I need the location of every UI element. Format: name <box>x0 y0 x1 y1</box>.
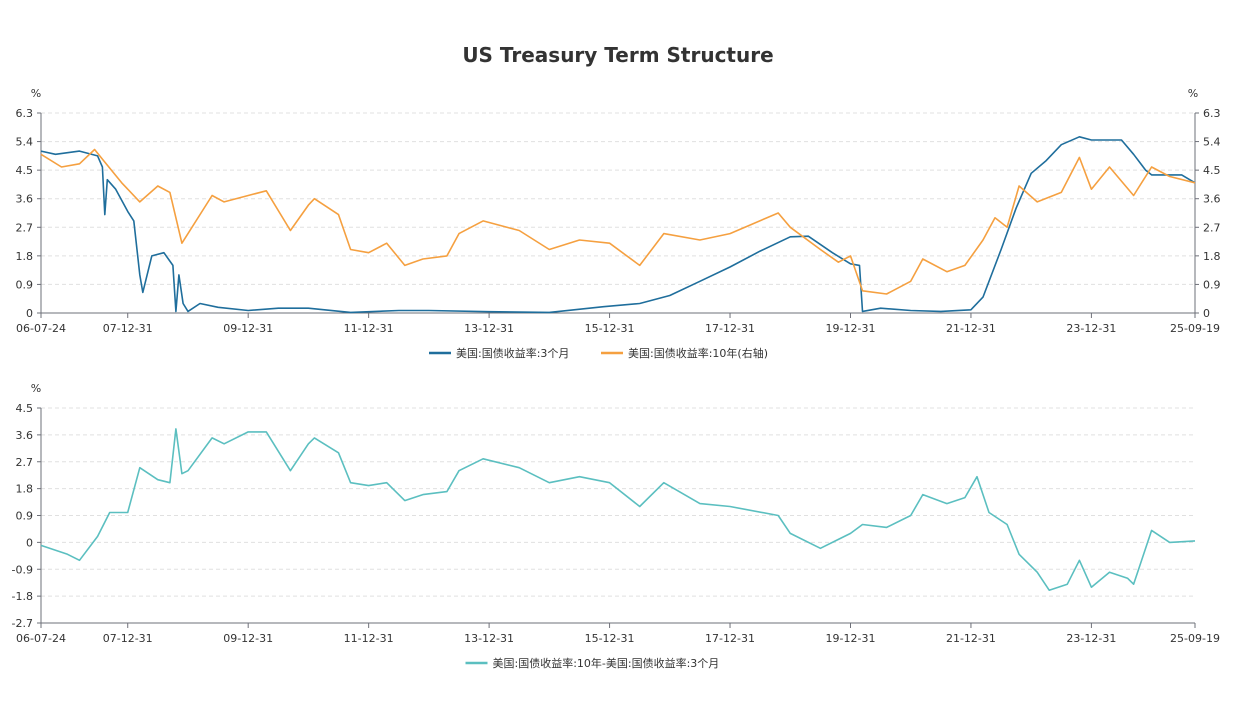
y-tick-label: 5.4 <box>16 136 34 149</box>
x-tick-label: 06-07-24 <box>16 322 66 335</box>
x-tick-label: 19-12-31 <box>826 632 876 645</box>
y-tick-label: 2.7 <box>16 221 34 234</box>
y-tick-label: 0.9 <box>16 510 34 523</box>
y-tick-label: 2.7 <box>16 456 34 469</box>
right-y-tick-label: 0 <box>1203 307 1210 320</box>
y-tick-label: -0.9 <box>12 563 33 576</box>
right-y-tick-label: 3.6 <box>1203 193 1221 206</box>
right-y-unit-label: % <box>1188 87 1198 100</box>
legend-label: 美国:国债收益率:10年-美国:国债收益率:3个月 <box>493 656 720 670</box>
right-y-tick-label: 2.7 <box>1203 221 1221 234</box>
x-tick-label: 17-12-31 <box>705 322 755 335</box>
x-tick-label: 13-12-31 <box>464 322 514 335</box>
x-tick-label: 15-12-31 <box>585 322 635 335</box>
x-tick-label: 23-12-31 <box>1066 632 1116 645</box>
x-tick-label: 25-09-19 <box>1170 632 1220 645</box>
x-tick-label: 17-12-31 <box>705 632 755 645</box>
x-tick-label: 09-12-31 <box>223 322 273 335</box>
x-tick-label: 25-09-19 <box>1170 322 1220 335</box>
y-tick-label: 3.6 <box>16 193 34 206</box>
x-tick-label: 19-12-31 <box>826 322 876 335</box>
x-tick-label: 06-07-24 <box>16 632 66 645</box>
y-unit-label: % <box>31 382 41 395</box>
legend-label: 美国:国债收益率:10年(右轴) <box>628 346 768 360</box>
y-tick-label: 0.9 <box>16 278 34 291</box>
legend-item[interactable]: 美国:国债收益率:3个月 <box>429 346 569 360</box>
x-tick-label: 09-12-31 <box>223 632 273 645</box>
right-y-tick-label: 1.8 <box>1203 250 1221 263</box>
yield-chart: 0 0 0.9 0.9 1.8 1.8 2.7 2.7 3.6 3.6 4.5 4.5 5.4 5.4 6.… <box>16 87 1221 360</box>
y-tick-label: 0 <box>26 536 33 549</box>
y-tick-label: 4.5 <box>16 164 34 177</box>
x-tick-label: 15-12-31 <box>585 632 635 645</box>
y-tick-label: 1.8 <box>16 250 34 263</box>
x-tick-label: 23-12-31 <box>1066 322 1116 335</box>
right-y-tick-label: 4.5 <box>1203 164 1221 177</box>
x-tick-label: 11-12-31 <box>344 322 394 335</box>
x-tick-label: 13-12-31 <box>464 632 514 645</box>
spread-chart: -2.7 -1.8 -0.9 0 0.9 1.8 2.7 3.6 4.5% 06-07-24 07-… <box>12 382 1220 670</box>
y-tick-label: 6.3 <box>16 107 34 120</box>
right-y-tick-label: 0.9 <box>1203 278 1221 291</box>
y-tick-label: -2.7 <box>12 617 33 630</box>
right-y-tick-label: 6.3 <box>1203 107 1221 120</box>
y-tick-label: 1.8 <box>16 483 34 496</box>
y-unit-label: % <box>31 87 41 100</box>
y-tick-label: -1.8 <box>12 590 33 603</box>
series-line-0 <box>40 428 1196 591</box>
legend-item[interactable]: 美国:国债收益率:10年(右轴) <box>601 346 768 360</box>
y-tick-label: 3.6 <box>16 429 34 442</box>
series-line-1 <box>40 148 1196 295</box>
chart-title: US Treasury Term Structure <box>462 43 773 67</box>
right-y-tick-label: 5.4 <box>1203 136 1221 149</box>
x-tick-label: 11-12-31 <box>344 632 394 645</box>
x-tick-label: 21-12-31 <box>946 632 996 645</box>
x-tick-label: 21-12-31 <box>946 322 996 335</box>
y-tick-label: 4.5 <box>16 402 34 415</box>
legend-label: 美国:国债收益率:3个月 <box>456 346 569 360</box>
x-tick-label: 07-12-31 <box>103 322 153 335</box>
legend-item[interactable]: 美国:国债收益率:10年-美国:国债收益率:3个月 <box>465 656 720 670</box>
series-line-0 <box>40 136 1196 314</box>
x-tick-label: 07-12-31 <box>103 632 153 645</box>
y-tick-label: 0 <box>26 307 33 320</box>
